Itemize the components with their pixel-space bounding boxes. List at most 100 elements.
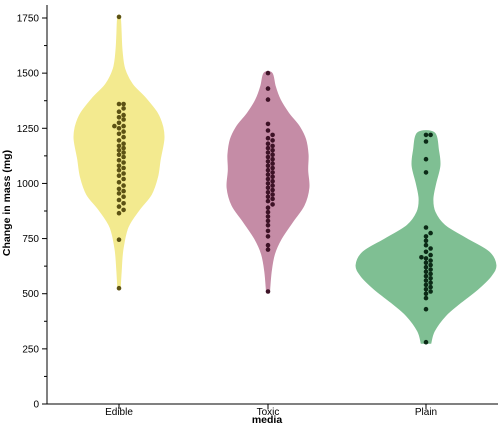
data-point <box>265 190 271 195</box>
y-tick-label: 250 <box>22 344 39 355</box>
y-ticks: 0 250 500 750 1000 1250 1500 1750 <box>17 14 47 411</box>
data-point <box>121 201 126 206</box>
data-point <box>116 237 122 242</box>
data-point <box>423 295 429 301</box>
data-point <box>121 171 126 176</box>
data-point <box>265 141 271 146</box>
data-point <box>423 238 429 244</box>
data-point <box>121 160 126 165</box>
data-point <box>121 101 126 107</box>
data-point <box>270 165 275 171</box>
data-point <box>265 128 271 133</box>
data-point <box>270 148 275 153</box>
data-point <box>270 196 275 202</box>
data-point <box>265 223 271 228</box>
data-point <box>121 150 126 155</box>
y-tick-label: 0 <box>33 400 39 411</box>
data-point <box>265 163 271 169</box>
data-point <box>270 143 275 149</box>
data-point <box>428 289 433 294</box>
data-point <box>116 148 122 153</box>
data-point <box>428 252 433 258</box>
data-point <box>116 120 122 126</box>
data-point <box>265 145 271 151</box>
points-layer <box>112 14 433 345</box>
y-tick-label: 750 <box>22 234 39 245</box>
data-point <box>265 135 271 141</box>
data-point <box>423 339 429 345</box>
data-point <box>265 121 271 127</box>
data-point <box>116 163 122 169</box>
data-point <box>121 141 126 146</box>
data-point <box>121 123 126 129</box>
data-point <box>265 70 271 76</box>
data-point <box>265 198 271 204</box>
data-point <box>121 145 126 151</box>
data-point <box>116 152 122 158</box>
data-point <box>265 150 271 155</box>
data-point <box>428 258 433 263</box>
data-point <box>121 129 126 134</box>
violins-layer <box>73 14 497 344</box>
data-point <box>265 176 271 182</box>
data-point <box>265 181 271 186</box>
data-point <box>116 186 122 192</box>
data-point <box>265 242 271 248</box>
x-tick-label: Toxic <box>257 407 280 418</box>
data-point <box>270 192 275 197</box>
y-tick-label: 1500 <box>17 69 40 80</box>
data-point <box>270 138 275 143</box>
data-point <box>423 234 429 239</box>
x-tick-label: Edible <box>105 407 133 418</box>
data-point <box>428 132 433 138</box>
data-point <box>423 306 429 312</box>
data-point <box>423 269 429 275</box>
data-point <box>270 174 275 180</box>
data-point <box>423 132 429 138</box>
x-axis-title: media <box>252 414 283 426</box>
data-point <box>423 156 429 162</box>
x-ticks: Edible Toxic Plain <box>105 404 437 418</box>
data-point <box>270 152 275 158</box>
data-point <box>428 262 433 268</box>
data-point <box>116 14 122 20</box>
data-point <box>265 185 271 191</box>
data-point <box>265 97 271 102</box>
data-point <box>116 138 122 143</box>
data-point <box>121 117 126 122</box>
y-tick-label: 1250 <box>17 124 40 135</box>
data-point <box>270 156 275 162</box>
data-point <box>265 218 271 224</box>
data-point <box>423 170 429 175</box>
data-point <box>116 173 122 178</box>
data-point <box>270 161 275 166</box>
data-point <box>423 249 429 255</box>
data-point <box>121 176 126 182</box>
data-point <box>121 134 126 140</box>
data-point <box>423 282 429 288</box>
data-point <box>265 172 271 177</box>
data-point <box>265 205 271 210</box>
data-point <box>116 109 122 114</box>
y-tick-label: 500 <box>22 289 39 300</box>
data-point <box>265 289 271 294</box>
data-point <box>428 246 433 251</box>
data-point <box>265 167 271 173</box>
data-point <box>121 106 126 111</box>
data-point <box>121 112 126 118</box>
data-point <box>116 180 122 185</box>
y-axis-title: Change in mass (mg) <box>1 150 13 256</box>
data-point <box>265 86 271 91</box>
data-point <box>121 188 126 194</box>
data-point <box>423 287 429 292</box>
data-point <box>121 183 126 188</box>
data-point <box>423 291 429 297</box>
data-point <box>270 170 275 175</box>
data-point <box>116 158 122 163</box>
data-point <box>270 178 275 184</box>
data-point <box>265 209 271 215</box>
data-point <box>116 210 122 216</box>
data-point <box>121 207 126 213</box>
data-point <box>270 202 275 207</box>
y-tick-label: 1000 <box>17 179 40 190</box>
